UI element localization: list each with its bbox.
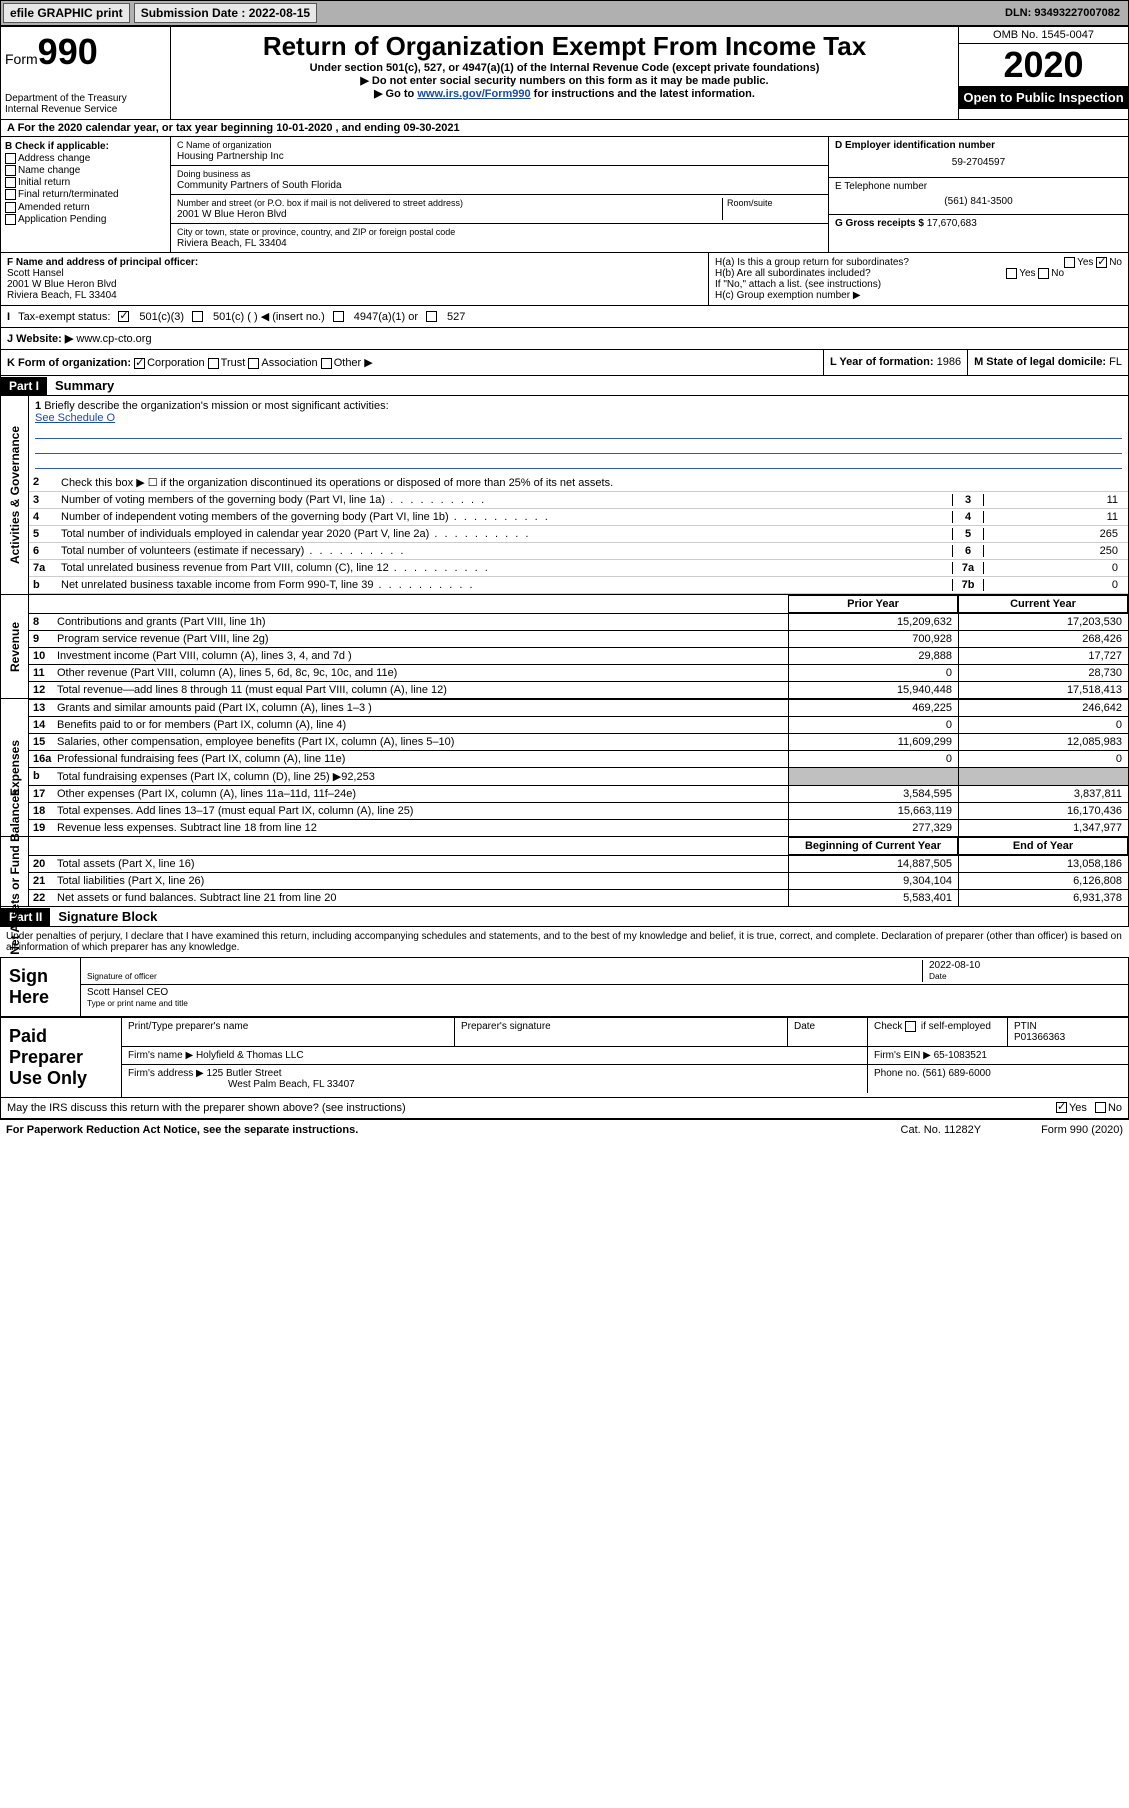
- line-9: 9Program service revenue (Part VIII, lin…: [29, 630, 1128, 647]
- summary-line-5: 5Total number of individuals employed in…: [29, 526, 1128, 543]
- subtitle-1: Under section 501(c), 527, or 4947(a)(1)…: [175, 62, 954, 74]
- ein: 59-2704597: [835, 151, 1122, 174]
- footer: For Paperwork Reduction Act Notice, see …: [0, 1119, 1129, 1140]
- line-8: 8Contributions and grants (Part VIII, li…: [29, 613, 1128, 630]
- street-address: 2001 W Blue Heron Blvd: [177, 209, 287, 220]
- discuss-yes[interactable]: [1056, 1102, 1067, 1113]
- firm-ein: 65-1083521: [934, 1050, 987, 1061]
- line-11: 11Other revenue (Part VIII, column (A), …: [29, 664, 1128, 681]
- cb-name-change[interactable]: Name change: [5, 165, 166, 176]
- discuss-row: May the IRS discuss this return with the…: [0, 1098, 1129, 1119]
- telephone-cell: E Telephone number (561) 841-3500: [829, 178, 1128, 215]
- cb-address-change[interactable]: Address change: [5, 153, 166, 164]
- summary-line-7a: 7aTotal unrelated business revenue from …: [29, 560, 1128, 577]
- summary-line-b: bNet unrelated business taxable income f…: [29, 577, 1128, 594]
- line-10: 10Investment income (Part VIII, column (…: [29, 647, 1128, 664]
- firm-name: Holyfield & Thomas LLC: [196, 1050, 304, 1061]
- line-18: 18Total expenses. Add lines 13–17 (must …: [29, 802, 1128, 819]
- sign-here-label: Sign Here: [1, 958, 81, 1016]
- state-domicile: FL: [1109, 356, 1122, 368]
- cb-trust[interactable]: [208, 358, 219, 369]
- cb-application-pending[interactable]: Application Pending: [5, 214, 166, 225]
- city-state-zip: Riviera Beach, FL 33404: [177, 238, 287, 249]
- year-formation: 1986: [937, 356, 961, 368]
- identity-grid: B Check if applicable: Address change Na…: [0, 137, 1129, 253]
- officer-print-name: Scott Hansel CEO: [87, 987, 168, 998]
- line-14: 14Benefits paid to or for members (Part …: [29, 716, 1128, 733]
- subtitle-2: Do not enter social security numbers on …: [175, 74, 954, 87]
- summary-line-3: 3Number of voting members of the governi…: [29, 492, 1128, 509]
- line-15: 15Salaries, other compensation, employee…: [29, 733, 1128, 750]
- efile-print-button[interactable]: efile GRAPHIC print: [3, 3, 130, 23]
- schedule-o-link[interactable]: See Schedule O: [35, 412, 115, 424]
- line-19: 19Revenue less expenses. Subtract line 1…: [29, 819, 1128, 836]
- cb-4947[interactable]: [333, 311, 344, 322]
- website: www.cp-cto.org: [73, 333, 151, 345]
- ein-cell: D Employer identification number 59-2704…: [829, 137, 1128, 178]
- irs-link[interactable]: www.irs.gov/Form990: [417, 88, 530, 100]
- org-name-cell: C Name of organization Housing Partnersh…: [171, 137, 828, 166]
- cb-amended[interactable]: Amended return: [5, 202, 166, 213]
- gross-receipts: 17,670,683: [927, 218, 977, 229]
- street-cell: Number and street (or P.O. box if mail i…: [171, 195, 828, 224]
- irs-label: Internal Revenue Service: [5, 104, 166, 115]
- gross-receipts-cell: G Gross receipts $ 17,670,683: [829, 215, 1128, 232]
- row-i-tax-status: ITax-exempt status: 501(c)(3) 501(c) ( )…: [0, 306, 1129, 328]
- dept-treasury: Department of the Treasury: [5, 93, 166, 104]
- part2-header: Part IISignature Block: [0, 907, 1129, 927]
- firm-phone: (561) 689-6000: [922, 1068, 990, 1079]
- line-16a: 16aProfessional fundraising fees (Part I…: [29, 750, 1128, 767]
- summary-line-6: 6Total number of volunteers (estimate if…: [29, 543, 1128, 560]
- line-b: bTotal fundraising expenses (Part IX, co…: [29, 767, 1128, 785]
- line-20: 20Total assets (Part X, line 16) 14,887,…: [29, 855, 1128, 872]
- discuss-no[interactable]: [1095, 1102, 1106, 1113]
- cb-501c3[interactable]: [118, 311, 129, 322]
- officer-name: Scott Hansel: [7, 268, 64, 279]
- revenue-section: Revenue Prior YearCurrent Year 8Contribu…: [0, 595, 1129, 699]
- cb-final-return[interactable]: Final return/terminated: [5, 189, 166, 200]
- org-name: Housing Partnership Inc: [177, 151, 284, 162]
- form-number: Form990: [5, 31, 166, 73]
- tax-year: 2020: [959, 44, 1128, 86]
- line-17: 17Other expenses (Part IX, column (A), l…: [29, 785, 1128, 802]
- ptin: P01366363: [1014, 1032, 1065, 1043]
- city-cell: City or town, state or province, country…: [171, 224, 828, 252]
- row-k-l-m: K Form of organization: Corporation Trus…: [0, 350, 1129, 376]
- line-22: 22Net assets or fund balances. Subtract …: [29, 889, 1128, 906]
- line-12: 12Total revenue—add lines 8 through 11 (…: [29, 681, 1128, 698]
- cb-association[interactable]: [248, 358, 259, 369]
- row-f-h: F Name and address of principal officer:…: [0, 253, 1129, 306]
- telephone: (561) 841-3500: [835, 192, 1122, 211]
- top-bar: efile GRAPHIC print Submission Date : 20…: [0, 0, 1129, 26]
- open-to-public: Open to Public Inspection: [959, 86, 1128, 109]
- dba: Community Partners of South Florida: [177, 180, 342, 191]
- cb-527[interactable]: [426, 311, 437, 322]
- penalty-statement: Under penalties of perjury, I declare th…: [0, 927, 1129, 957]
- row-a-tax-year: A For the 2020 calendar year, or tax yea…: [0, 120, 1129, 137]
- dba-cell: Doing business as Community Partners of …: [171, 166, 828, 195]
- form-header: Form990 Department of the Treasury Inter…: [0, 26, 1129, 120]
- omb-number: OMB No. 1545-0047: [959, 27, 1128, 44]
- dln: DLN: 93493227007082: [997, 5, 1128, 21]
- row-j-website: J Website: ▶ www.cp-cto.org: [0, 328, 1129, 350]
- activities-governance: Activities & Governance 1 Briefly descri…: [0, 396, 1129, 595]
- cb-501c[interactable]: [192, 311, 203, 322]
- line-13: 13Grants and similar amounts paid (Part …: [29, 699, 1128, 716]
- sign-date: 2022-08-10: [929, 960, 980, 971]
- submission-date: Submission Date : 2022-08-15: [134, 3, 317, 23]
- cb-corporation[interactable]: [134, 358, 145, 369]
- paid-preparer-block: Paid Preparer Use Only Print/Type prepar…: [0, 1017, 1129, 1098]
- expenses-section: Expenses 13Grants and similar amounts pa…: [0, 699, 1129, 837]
- line-21: 21Total liabilities (Part X, line 26) 9,…: [29, 872, 1128, 889]
- col-b-checkboxes: B Check if applicable: Address change Na…: [1, 137, 171, 252]
- cb-other[interactable]: [321, 358, 332, 369]
- cb-initial-return[interactable]: Initial return: [5, 177, 166, 188]
- part1-header: Part ISummary: [0, 376, 1129, 396]
- summary-line-4: 4Number of independent voting members of…: [29, 509, 1128, 526]
- subtitle-3: Go to www.irs.gov/Form990 for instructio…: [175, 87, 954, 100]
- net-assets-section: Net Assets or Fund Balances Beginning of…: [0, 837, 1129, 907]
- form-title: Return of Organization Exempt From Incom…: [175, 31, 954, 62]
